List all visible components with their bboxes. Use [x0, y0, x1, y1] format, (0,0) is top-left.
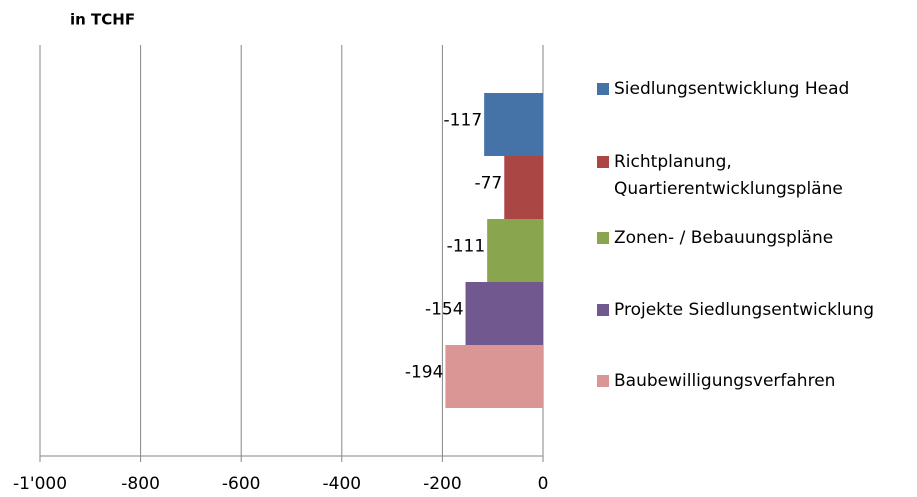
legend-swatch — [597, 156, 609, 168]
x-tick-label: -600 — [222, 474, 261, 494]
legend-swatch — [597, 232, 609, 244]
bar — [504, 156, 543, 219]
legend-label: Baubewilligungsverfahren — [614, 371, 835, 391]
bar — [484, 93, 543, 156]
x-tick-label: -800 — [121, 474, 160, 494]
data-label: -117 — [444, 111, 483, 131]
legend-swatch — [597, 83, 609, 95]
legend-label: Siedlungsentwicklung Head — [614, 79, 849, 99]
legend-label: Zonen- / Bebauungspläne — [614, 228, 833, 248]
data-label: -194 — [405, 363, 444, 383]
x-tick-label: -400 — [323, 474, 362, 494]
x-tick-label: -200 — [423, 474, 462, 494]
legend-label: Richtplanung, Quartierentwicklungspläne — [614, 152, 843, 199]
bar — [445, 345, 543, 408]
data-label: -154 — [425, 300, 464, 320]
legend-swatch — [597, 304, 609, 316]
legend-label: Projekte Siedlungsentwicklung — [614, 300, 874, 320]
x-tick-label: -1'000 — [13, 474, 67, 494]
data-label: -77 — [474, 174, 502, 194]
chart-title: in TCHF — [70, 11, 135, 29]
data-label: -111 — [447, 237, 486, 257]
legend-swatch — [597, 375, 609, 387]
bar — [465, 282, 543, 345]
bar — [487, 219, 543, 282]
x-tick-label: 0 — [538, 474, 549, 494]
